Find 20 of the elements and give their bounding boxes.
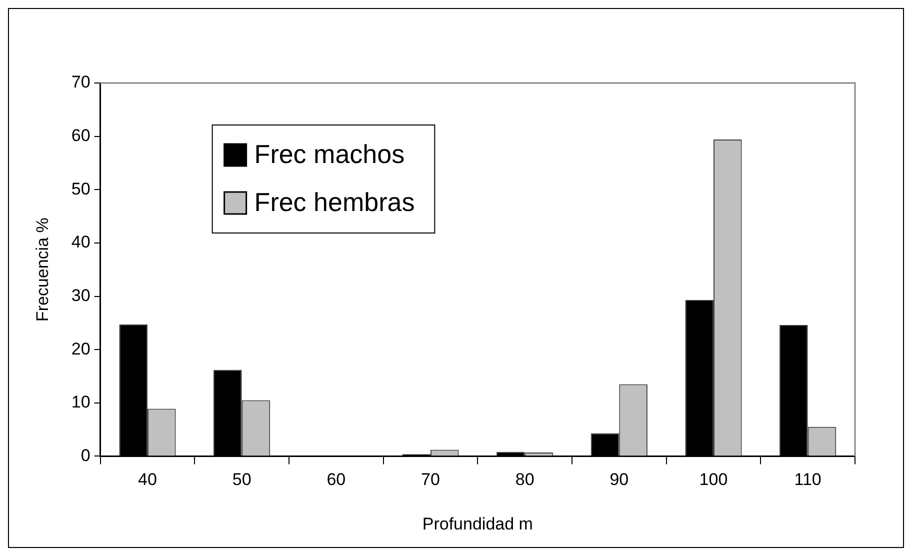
y-tick-label: 70 (71, 72, 90, 92)
legend-label: Frec hembras (254, 187, 415, 218)
y-tick-label: 40 (71, 232, 90, 252)
x-tick-label: 90 (610, 470, 629, 490)
y-tick-label: 0 (80, 446, 90, 465)
y-tick-label: 60 (71, 126, 90, 145)
x-tick-label: 50 (232, 470, 252, 490)
legend-label: Frec machos (254, 139, 405, 170)
x-tick-label: 40 (138, 470, 157, 490)
y-tick-label: 50 (71, 179, 90, 198)
x-tick-label: 70 (421, 470, 440, 490)
y-tick-label: 20 (71, 339, 90, 358)
y-tick-label: 10 (71, 392, 90, 412)
x-tick-label: 60 (326, 470, 346, 490)
x-tick-label: 100 (699, 470, 728, 490)
x-axis-title: Profundidad m (422, 514, 533, 534)
x-tick-label: 110 (794, 470, 822, 490)
x-tick-label: 80 (515, 470, 534, 490)
y-axis-title: Frecuencia % (32, 218, 52, 322)
y-tick-label: 30 (71, 286, 90, 305)
